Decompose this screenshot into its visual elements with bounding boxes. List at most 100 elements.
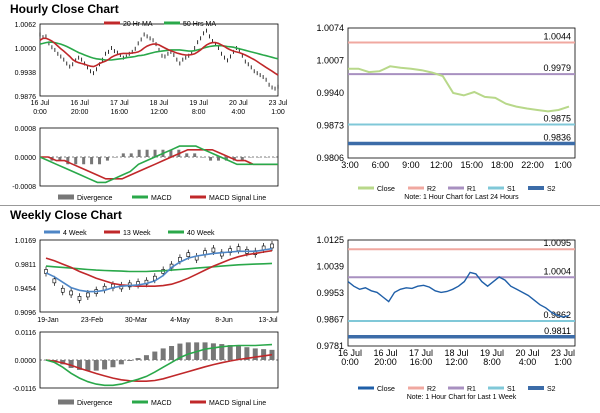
- close-candle: [77, 296, 82, 301]
- legend-s2: S2: [547, 186, 556, 193]
- divergence-bar: [58, 157, 62, 161]
- legend-r1: R1: [467, 386, 476, 393]
- hourly-section-title: Hourly Close Chart: [10, 2, 119, 16]
- weekly-price-ytick: 0.9454: [15, 286, 37, 293]
- chart-note: Note: 1 Hour Chart for Last 1 Week: [407, 394, 517, 401]
- level-label-r1: 0.9979: [543, 63, 571, 73]
- weekly_pivot-xtick: 8:00: [483, 357, 501, 367]
- divergence-bar: [76, 360, 82, 370]
- weekly-price-xtick: 19-Jan: [37, 317, 59, 324]
- legend-r2: R2: [427, 186, 436, 193]
- weekly-macd-ytick: -0.0116: [13, 386, 36, 393]
- divergence-bar: [169, 149, 173, 157]
- weekly-macd-svg: 0.0116 0.0000 -0.0116 Divergence MACD MACD Si…: [13, 330, 279, 407]
- hourly-price-chart: 1.0062 1.0000 0.9938 0.9876 16 Jul 0:00 16 Jul…: [0, 18, 295, 120]
- legend-divergence: Divergence: [77, 400, 113, 407]
- plot-frame: [347, 239, 576, 347]
- divergence-bar: [202, 342, 208, 360]
- divergence-bar: [110, 360, 116, 368]
- series-macd: [45, 343, 273, 387]
- weekly-price-xtick: 30-Mar: [125, 317, 148, 324]
- plot-frame: [39, 239, 279, 313]
- series-macd: [39, 145, 278, 184]
- legend-s2: S2: [547, 386, 556, 393]
- hourly-price-xtick: 16:00: [111, 109, 129, 116]
- weekly-price-xtick: 23-Feb: [81, 317, 103, 324]
- level-label-r1: 1.0004: [543, 266, 571, 276]
- divergence-bar: [98, 157, 102, 165]
- close-candle: [211, 247, 216, 253]
- hourly-price-ytick: 1.0000: [15, 46, 37, 53]
- weekly_pivot-xtick: 1:00: [554, 357, 572, 367]
- weekly-price-xtick: 8-Jun: [215, 317, 233, 324]
- weekly_pivot-xtick: 20 Jul: [515, 348, 539, 358]
- weekly-macd-ytick: 0.0116: [15, 330, 36, 337]
- hourly-price-xtick: 20 Jul: [229, 100, 248, 107]
- series-50hrs-ma: [39, 41, 279, 61]
- hourly-price-xtick: 8:00: [192, 109, 206, 116]
- hourly_pivot-ytick: 0.9873: [316, 121, 344, 131]
- divergence-bar: [177, 343, 183, 360]
- level-label-r2: 1.0044: [543, 32, 571, 42]
- legend-50hrs-ma: 50 Hrs MA: [183, 21, 216, 28]
- weekly-pivot-svg: 1.0125 1.0039 0.9953 0.9867 0.9781 1.0095 1.00…: [316, 235, 576, 401]
- divergence-bar: [143, 355, 149, 360]
- hourly-macd-chart: 0.0008 0.0000 -0.0008 Divergence MACD MACD Si…: [0, 122, 295, 204]
- level-label-s2: 0.9836: [543, 132, 571, 142]
- divergence-bar: [209, 157, 213, 161]
- legend-close: Close: [377, 386, 395, 393]
- section-divider: [0, 205, 600, 206]
- divergence-bar: [185, 342, 191, 360]
- divergence-bar: [74, 157, 78, 165]
- weekly_pivot-xtick: 12:00: [445, 357, 468, 367]
- divergence-bar: [169, 346, 175, 360]
- weekly_pivot-xtick: 19 Jul: [480, 348, 504, 358]
- weekly-price-ytick: 0.9811: [15, 262, 36, 269]
- weekly_pivot-ytick: 0.9781: [316, 341, 344, 351]
- hourly_pivot-xtick: 3:00: [341, 160, 359, 170]
- hourly_pivot-ytick: 1.0074: [316, 23, 344, 33]
- series-close: [347, 271, 570, 318]
- hourly-price-xtick: 17 Jul: [110, 100, 129, 107]
- divergence-bar: [219, 344, 225, 360]
- hourly_pivot-xtick: 12:00: [430, 160, 453, 170]
- hourly-price-xtick: 16 Jul: [31, 100, 50, 107]
- hourly-price-xtick: 1:00: [271, 109, 285, 116]
- divergence-bar: [137, 149, 141, 157]
- hourly-price-ytick: 0.9876: [15, 94, 37, 101]
- hourly-price-ytick: 0.9938: [15, 70, 37, 77]
- series-macd-signal: [45, 353, 273, 383]
- divergence-bar: [121, 153, 125, 157]
- legend-macd: MACD: [151, 400, 172, 407]
- hourly_pivot-xtick: 18:00: [491, 160, 514, 170]
- weekly_pivot-xtick: 4:00: [519, 357, 537, 367]
- weekly-section-title: Weekly Close Chart: [10, 208, 122, 222]
- hourly-price-xtick: 16 Jul: [70, 100, 89, 107]
- hourly_pivot-ytick: 0.9806: [316, 153, 344, 163]
- hourly-price-xtick: 12:00: [150, 109, 168, 116]
- divergence-bar: [127, 360, 133, 361]
- level-label-r2: 1.0095: [543, 238, 571, 248]
- divergence-bar: [236, 346, 242, 360]
- legend-r1: R1: [467, 186, 476, 193]
- legend-macd-signal: MACD Signal Line: [209, 195, 266, 202]
- series-20hr-ma: [39, 37, 279, 76]
- level-label-s2: 0.9811: [544, 326, 571, 336]
- plot-frame: [39, 23, 279, 97]
- legend-close: Close: [377, 186, 395, 193]
- weekly_pivot-xtick: 20:00: [374, 357, 397, 367]
- hourly_pivot-ytick: 1.0007: [316, 56, 344, 66]
- weekly_pivot-xtick: 23 Jul: [551, 348, 575, 358]
- hourly-macd-ytick: 0.0008: [15, 126, 37, 133]
- divergence-bar: [82, 157, 86, 165]
- chart-note: Note: 1 Hour Chart for Last 24 Hours: [404, 194, 519, 201]
- close-candle: [236, 246, 241, 251]
- hourly_pivot-xtick: 9:00: [402, 160, 420, 170]
- close-candle: [186, 252, 191, 257]
- weekly-macd-chart: 0.0116 0.0000 -0.0116 Divergence MACD MACD Si…: [0, 326, 295, 412]
- close-candle: [52, 278, 57, 284]
- hourly-price-xtick: 23 Jul: [269, 100, 288, 107]
- divergence-bar: [261, 349, 267, 360]
- plot-frame: [347, 27, 576, 159]
